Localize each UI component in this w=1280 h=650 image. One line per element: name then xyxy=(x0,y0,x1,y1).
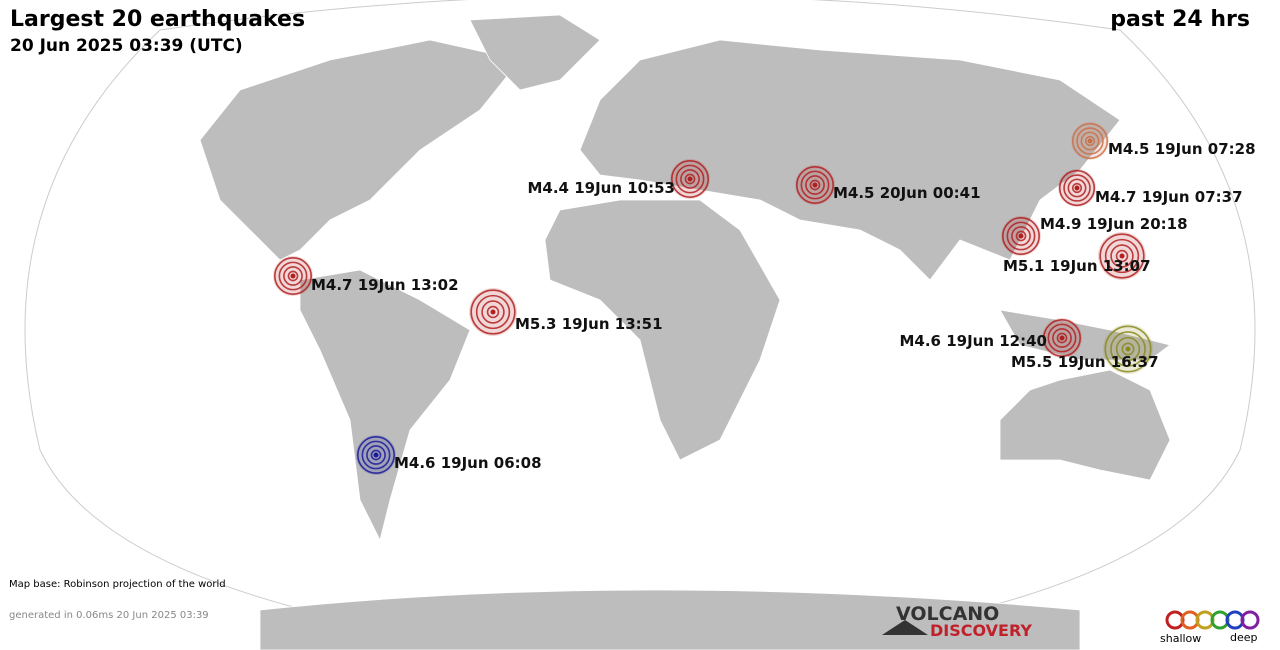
quake-ring xyxy=(1071,122,1109,160)
quake-ring xyxy=(675,164,705,194)
quake-marker xyxy=(795,165,835,205)
quake-ring xyxy=(671,160,709,198)
quake-ring xyxy=(1115,249,1129,263)
logo-top: VOLCANO xyxy=(896,603,999,625)
quake-ring xyxy=(278,261,308,291)
timestamp: 20 Jun 2025 03:39 (UTC) xyxy=(10,36,243,56)
quake-ring xyxy=(1080,131,1100,151)
quake-label: M4.5 19Jun 07:28 xyxy=(1108,140,1256,158)
quake-ring xyxy=(1099,233,1145,279)
quake-label: M4.6 19Jun 12:40 xyxy=(899,332,1047,350)
quake-marker xyxy=(670,159,710,199)
quake-ring xyxy=(1056,332,1068,344)
quake-center xyxy=(373,452,379,458)
quake-label: M4.7 19Jun 13:02 xyxy=(311,276,459,294)
quake-ring xyxy=(1104,325,1152,373)
quake-ring xyxy=(361,440,391,470)
quake-ring xyxy=(357,436,395,474)
quake-marker xyxy=(1042,318,1082,358)
quake-center xyxy=(1125,346,1131,352)
quake-label: M5.5 19Jun 16:37 xyxy=(1011,353,1159,371)
quake-ring xyxy=(1058,169,1096,207)
quake-ring xyxy=(283,266,303,286)
quake-center xyxy=(1059,335,1065,341)
quake-ring xyxy=(475,294,511,330)
quake-center xyxy=(490,309,496,315)
quake-ring xyxy=(805,175,825,195)
quake-ring xyxy=(366,445,386,465)
quake-marker xyxy=(1001,216,1041,256)
quake-marker xyxy=(1103,324,1153,374)
quake-ring xyxy=(1115,336,1141,362)
quake-ring xyxy=(1104,238,1140,274)
quake-center xyxy=(1018,233,1024,239)
depth-legend xyxy=(1165,610,1260,630)
period: past 24 hrs xyxy=(1110,7,1250,32)
quake-marker xyxy=(356,435,396,475)
quake-ring xyxy=(680,169,700,189)
title: Largest 20 earthquakes xyxy=(10,7,305,32)
quake-label: M4.7 19Jun 07:37 xyxy=(1095,188,1243,206)
quake-center xyxy=(1119,253,1125,259)
quake-ring xyxy=(809,179,821,191)
quake-ring xyxy=(470,289,516,335)
quake-ring xyxy=(1071,182,1083,194)
quake-ring xyxy=(796,166,834,204)
quake-marker xyxy=(1058,169,1096,207)
quake-label: M5.1 19Jun 13:07 xyxy=(1003,257,1151,275)
legend-shallow: shallow xyxy=(1160,632,1201,645)
map-base: Map base: Robinson projection of the wor… xyxy=(9,579,226,590)
quake-ring xyxy=(1043,319,1081,357)
logo-icon xyxy=(882,620,928,635)
quake-ring xyxy=(1006,221,1036,251)
quake-ring xyxy=(1067,178,1087,198)
quake-ring xyxy=(1084,135,1096,147)
quake-ring xyxy=(1052,328,1072,348)
quake-center xyxy=(1074,185,1080,191)
continents xyxy=(199,14,1171,650)
quake-ring xyxy=(1011,226,1031,246)
quake-label: M4.6 19Jun 06:08 xyxy=(394,454,542,472)
quake-ring xyxy=(1047,323,1077,353)
quake-center xyxy=(1087,138,1093,144)
quake-ring xyxy=(684,173,696,185)
quake-label: M4.9 19Jun 20:18 xyxy=(1040,215,1188,233)
quake-marker xyxy=(1098,232,1146,280)
quakes: M4.5 19Jun 07:28 M4.4 19Jun 10:53 M4.5 20J… xyxy=(273,122,1256,475)
quake-center xyxy=(290,273,296,279)
quake-center xyxy=(687,176,693,182)
logo-bottom: DISCOVERY xyxy=(930,621,1032,640)
quake-ring xyxy=(1002,217,1040,255)
generated: generated in 0.06ms 20 Jun 2025 03:39 xyxy=(9,610,209,621)
quake-center xyxy=(812,182,818,188)
legend-deep: deep xyxy=(1230,631,1258,644)
quake-ring xyxy=(1110,244,1134,268)
quake-ring xyxy=(800,170,830,200)
quake-marker xyxy=(469,288,517,336)
quake-ring xyxy=(481,300,505,324)
quake-ring xyxy=(1110,331,1146,367)
quake-ring xyxy=(486,305,500,319)
quake-ring xyxy=(1076,127,1104,155)
quake-ring xyxy=(370,449,382,461)
quake-ring xyxy=(1063,174,1091,202)
quake-ring xyxy=(1121,342,1135,356)
quake-ring xyxy=(287,270,299,282)
quake-label: M5.3 19Jun 13:51 xyxy=(515,315,663,333)
quake-ring xyxy=(274,257,312,295)
quake-label: M4.4 19Jun 10:53 xyxy=(527,179,675,197)
quake-marker xyxy=(1071,122,1109,160)
quake-label: M4.5 20Jun 00:41 xyxy=(833,184,981,202)
quake-marker xyxy=(273,256,313,296)
quake-ring xyxy=(1015,230,1027,242)
